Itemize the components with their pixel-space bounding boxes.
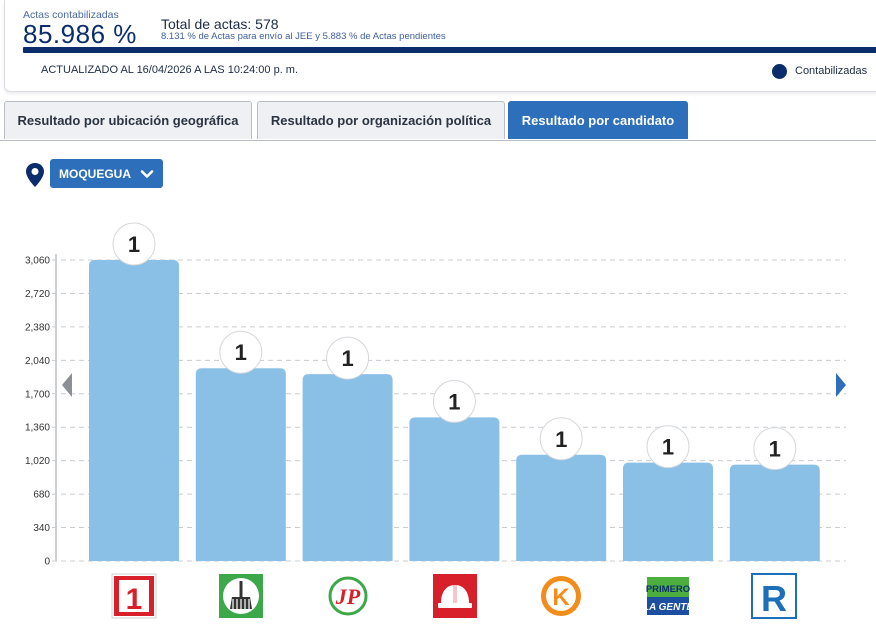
party-1-logo-text: 1 — [126, 583, 143, 616]
total-actas: Total de actas: 578 — [161, 16, 279, 32]
tab-organizacion-politica[interactable]: Resultado por organización política — [257, 101, 505, 139]
rank-badge-label: 1 — [555, 427, 567, 452]
actas-sub-note: 8.131 % de Actas para envío al JEE y 5.8… — [161, 31, 446, 42]
bar — [195, 368, 286, 561]
rank-badge — [432, 379, 476, 423]
rank-badge — [112, 222, 156, 266]
y-tick-label: 340 — [33, 523, 50, 534]
rank-badge — [753, 427, 797, 471]
rank-badge-label: 1 — [662, 435, 674, 460]
party-jp-logo-text: JP — [335, 584, 361, 609]
actas-progress-bar — [23, 47, 876, 53]
region-label: MOQUEGUA — [59, 166, 131, 181]
actas-percent: 85.986 % — [23, 19, 137, 49]
rank-badge-label: 1 — [769, 437, 781, 462]
bar — [623, 462, 713, 561]
results-header: Actas contabilizadas 85.986 % Total de a… — [4, 0, 876, 92]
rank-badge — [326, 336, 370, 380]
tab-candidato[interactable]: Resultado por candidato — [508, 101, 688, 139]
rank-badge — [219, 330, 263, 374]
y-tick-label: 3,060 — [25, 256, 50, 267]
party-r-logo-text: R — [761, 578, 787, 619]
svg-text:PRIMERO: PRIMERO — [646, 584, 690, 595]
party-k-logo-text: K — [552, 584, 570, 611]
party-1-logo: 1 — [111, 573, 157, 619]
y-tick-label: 1,700 — [25, 389, 50, 400]
triangle-right-icon[interactable] — [836, 373, 846, 397]
updated-timestamp: ACTUALIZADO AL 16/04/2026 A LAS 10:24:00… — [41, 64, 299, 76]
legend-dot-icon — [772, 64, 787, 79]
bar — [302, 374, 393, 561]
party-r-logo: R — [751, 573, 797, 619]
tab-ubicacion-geografica[interactable]: Resultado por ubicación geográfica — [4, 101, 252, 139]
bar — [409, 417, 500, 561]
candidate-bar-chart: 0 340 680 1,020 1,360 1,700 2,040 2,380 2,720 3,0… — [25, 222, 846, 568]
triangle-left-icon[interactable] — [62, 373, 72, 397]
y-tick-label: 0 — [44, 557, 50, 568]
bar — [516, 454, 607, 561]
bar — [729, 464, 820, 561]
legend-label: Contabilizadas — [795, 65, 868, 77]
rank-badge-label: 1 — [128, 232, 140, 257]
party-jp-logo: JP — [325, 573, 371, 619]
chevron-down-icon — [140, 170, 154, 178]
party-primero-la-gente-logo: PRIMERO LA GENTE — [643, 573, 693, 619]
party-k-logo: K — [538, 573, 584, 619]
rank-badge — [539, 417, 583, 461]
y-tick-label: 1,360 — [25, 423, 50, 434]
bar — [89, 260, 179, 561]
y-tick-label: 1,020 — [25, 456, 50, 467]
actas-label: Actas contabilizadas — [23, 9, 119, 21]
rank-badge-label: 1 — [448, 389, 460, 414]
party-broom-logo — [218, 573, 264, 619]
rank-badge-label: 1 — [235, 340, 247, 365]
rank-badge — [646, 425, 690, 469]
y-tick-label: 2,040 — [25, 356, 50, 367]
rank-badge-label: 1 — [341, 346, 353, 371]
y-tick-label: 680 — [33, 490, 50, 501]
y-tick-label: 2,720 — [25, 289, 50, 300]
svg-text:LA GENTE: LA GENTE — [645, 602, 691, 613]
party-helmet-logo — [432, 573, 478, 619]
tabs-divider — [0, 140, 876, 141]
y-tick-label: 2,380 — [25, 322, 50, 333]
region-dropdown[interactable]: MOQUEGUA — [50, 159, 163, 188]
map-pin-icon — [26, 163, 44, 187]
